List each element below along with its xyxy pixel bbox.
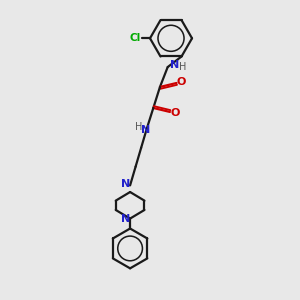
Text: O: O	[170, 108, 179, 118]
Text: N: N	[170, 60, 179, 70]
Text: N: N	[121, 179, 130, 189]
Text: N: N	[121, 214, 130, 224]
Text: Cl: Cl	[130, 33, 141, 43]
Text: O: O	[177, 77, 186, 87]
Text: N: N	[141, 125, 150, 135]
Text: H: H	[179, 61, 186, 72]
Text: H: H	[135, 122, 142, 132]
